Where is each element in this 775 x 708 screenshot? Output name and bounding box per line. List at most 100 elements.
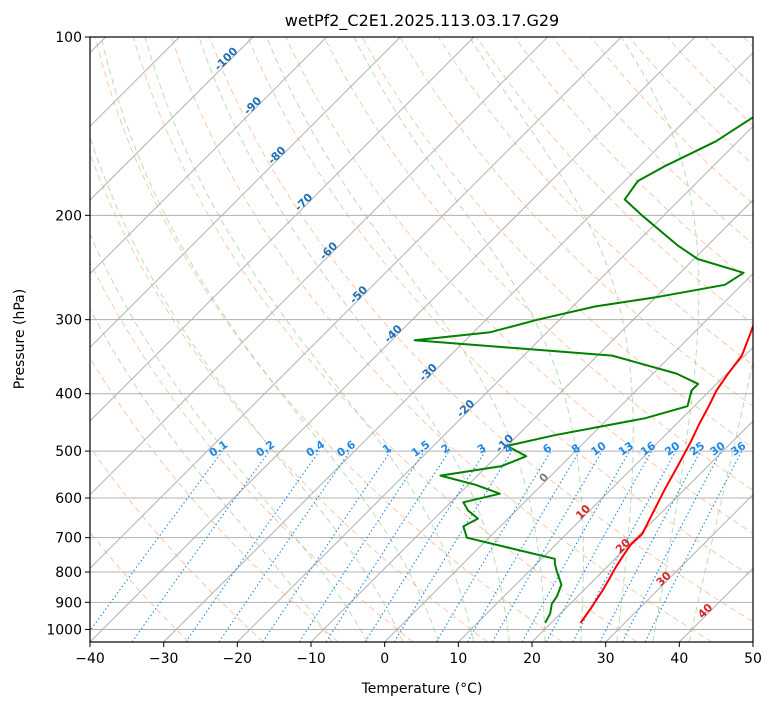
plot-area: 0.1 0.2 0.4 0.6 1 1.5 2 3 4 6 8 10 13 16 20 25 30 36-100-…: [90, 37, 753, 642]
dry-adiabat-line: [666, 37, 753, 126]
dry-adiabat-line: [209, 37, 753, 623]
mixing-ratio-line: [262, 450, 392, 642]
dry-adiabat-line: [323, 37, 753, 491]
isotherm-line: [605, 493, 753, 642]
x-axis-label: Temperature (°C): [361, 681, 483, 697]
dry-adiabat-line: [90, 356, 339, 642]
mixing-ratio-label: 1.5: [409, 438, 432, 460]
dry-adiabat-line: [552, 37, 753, 245]
dry-adiabat-line: [476, 37, 753, 325]
mixing-ratio-label: 20: [662, 439, 682, 459]
y-tick-label: 100: [55, 30, 82, 46]
moist-adiabat-line: [90, 135, 404, 642]
moist-adiabat-line: [353, 37, 584, 642]
mixing-ratio-line: [325, 450, 450, 642]
x-tick-label: 10: [449, 651, 467, 667]
isotherm-line: [90, 37, 401, 349]
y-tick-label: 200: [55, 208, 82, 224]
x-tick-label: 20: [523, 651, 541, 667]
isotherm-line: [531, 420, 753, 642]
dry-adiabats: [90, 37, 753, 642]
dry-adiabat-line: [704, 37, 753, 87]
mixing-ratio-label: 30: [708, 439, 728, 459]
moist-adiabat-line: [620, 37, 700, 642]
mixing-ratio-label: 16: [638, 439, 658, 459]
y-tick-label: 400: [55, 387, 82, 403]
x-axis-ticks: −40 −30 −20 −10 0 10 20 30 40 50: [75, 642, 762, 667]
mixing-ratio-line: [90, 450, 223, 632]
y-tick-label: 600: [55, 491, 82, 507]
moist-adiabat-line: [90, 308, 333, 642]
y-tick-label: 500: [55, 444, 82, 460]
mixing-ratio-line: [298, 450, 425, 642]
isotherm-label: 40: [695, 601, 715, 621]
moist-adiabat-line: [144, 37, 475, 642]
mixing-ratio-label: 0.2: [254, 438, 277, 460]
isotherm-line: [163, 51, 753, 642]
isotherm-line: [90, 37, 622, 570]
isotherm-line: [90, 37, 549, 496]
mixing-ratio-line: [131, 450, 270, 642]
isotherm-label: -20: [454, 397, 477, 420]
dry-adiabat-line: [285, 37, 753, 535]
mixing-ratio-label: 8: [569, 441, 583, 456]
dry-adiabat-line: [90, 531, 190, 642]
y-tick-label: 800: [55, 565, 82, 581]
x-tick-label: 40: [670, 651, 688, 667]
isotherm-line: [90, 37, 696, 642]
mixing-ratio-line: [218, 450, 351, 642]
temperature-line: [579, 323, 753, 624]
moist-adiabats: [90, 37, 753, 642]
x-tick-label: 0: [380, 651, 389, 667]
x-tick-label: 50: [744, 651, 762, 667]
mixing-ratio-label: 3: [475, 441, 489, 456]
mixing-ratio-label: 0.4: [304, 438, 328, 460]
mixing-ratio-line: [572, 450, 677, 642]
isotherm-line: [457, 346, 753, 642]
mixing-ratio-label: 0.1: [207, 438, 230, 460]
dewpoint-line: [413, 116, 753, 624]
moist-adiabat-line: [100, 37, 439, 642]
isobar-gridlines: [90, 37, 753, 630]
x-tick-label: 30: [597, 651, 615, 667]
profile-series: [413, 116, 753, 624]
x-tick-label: −30: [149, 651, 179, 667]
x-tick-label: −10: [296, 651, 326, 667]
isotherm-line: [752, 641, 753, 642]
isotherm-label: 20: [613, 536, 633, 556]
isotherm-label: -60: [317, 239, 340, 262]
isotherm-label: -40: [382, 322, 405, 345]
dry-adiabat-line: [514, 37, 753, 285]
mixing-ratio-label: 0.6: [335, 438, 359, 460]
y-tick-label: 700: [55, 531, 82, 547]
mixing-ratio-line: [185, 450, 320, 642]
mixing-ratio-line: [644, 450, 743, 642]
mixing-ratio-label: 1: [380, 441, 394, 456]
dry-adiabat-line: [247, 37, 753, 578]
moist-adiabat-line: [90, 232, 369, 642]
isotherm-line: [384, 272, 753, 642]
dry-adiabat-line: [94, 37, 563, 642]
mixing-ratio-line: [521, 450, 630, 642]
isotherm-label: -100: [212, 44, 241, 73]
y-axis-label: Pressure (hPa): [12, 289, 28, 389]
y-axis-ticks: 100 200 300 400 500 600 700 800 900 1000: [46, 30, 90, 638]
mixing-ratio-line: [364, 450, 486, 642]
y-tick-label: 300: [55, 313, 82, 329]
moist-adiabat-line: [469, 37, 634, 642]
isotherm-line: [236, 125, 753, 642]
dry-adiabat-line: [90, 260, 414, 642]
isotherm-label: -90: [241, 94, 264, 117]
moist-adiabat-line: [688, 358, 753, 642]
isotherm-line: [90, 37, 254, 201]
mixing-ratio-label: 6: [540, 441, 554, 456]
isotherm-label: -30: [417, 361, 440, 384]
chart-title: wetPf2_C2E1.2025.113.03.17.G29: [285, 11, 559, 31]
x-tick-label: −40: [75, 651, 105, 667]
mixing-ratio-label: 2: [439, 441, 453, 456]
dry-adiabat-line: [90, 446, 264, 642]
isotherm-label: -70: [292, 190, 315, 213]
moist-adiabat-line: [266, 37, 546, 642]
plot-frame: [89, 36, 754, 643]
dry-adiabat-line: [171, 37, 712, 642]
